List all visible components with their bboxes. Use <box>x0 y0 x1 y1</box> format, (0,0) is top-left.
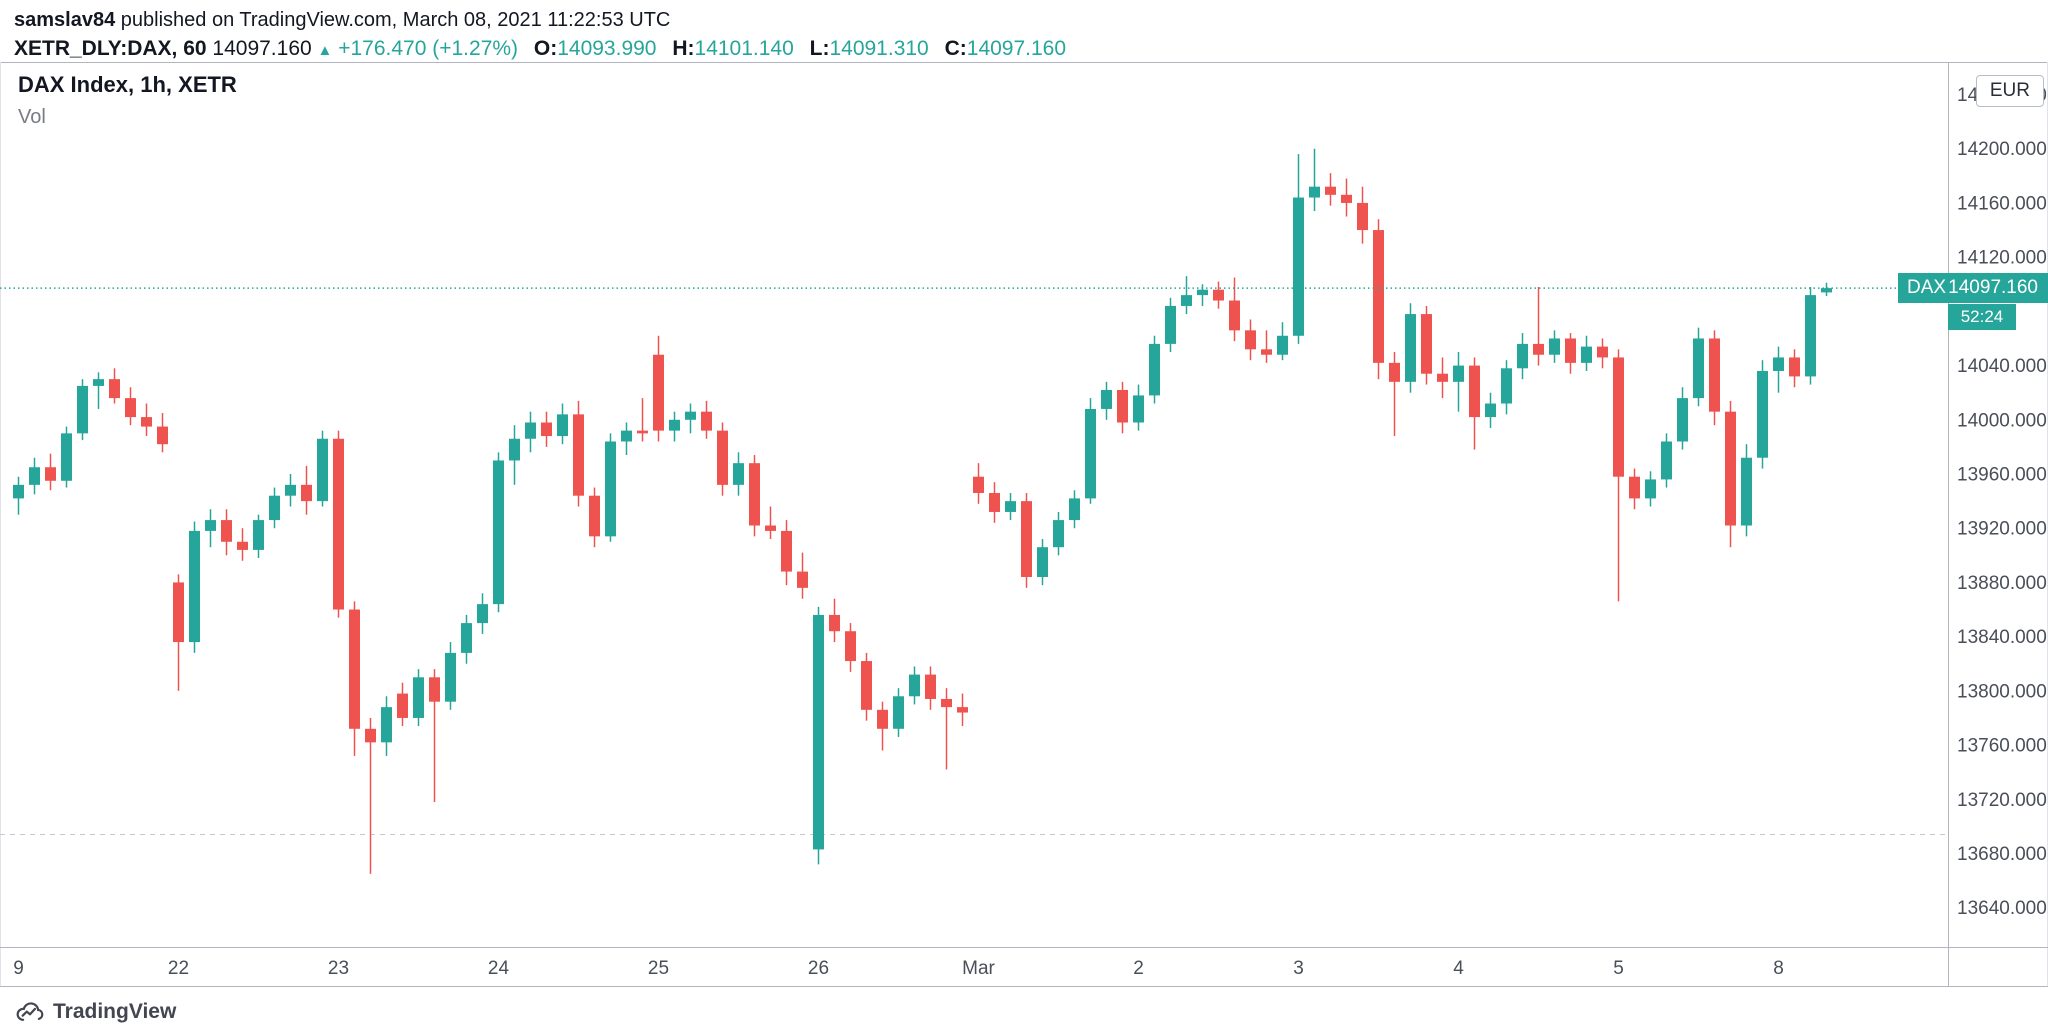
price-label-symbol-tag: DAX <box>1907 277 1947 299</box>
tradingview-logo-text: TradingView <box>53 1000 177 1023</box>
publish-header: samslav84 published on TradingView.com, … <box>0 0 2048 62</box>
tradingview-cloud-icon <box>16 1001 44 1021</box>
byline: samslav84 published on TradingView.com, … <box>14 9 2048 32</box>
svg-text:24: 24 <box>488 958 510 979</box>
svg-text:5: 5 <box>1613 958 1624 979</box>
chart-legend: DAX Index, 1h, XETR Vol <box>18 72 237 129</box>
svg-text:13800.000: 13800.000 <box>1957 681 2047 702</box>
svg-text:13680.000: 13680.000 <box>1957 844 2047 865</box>
ohlc-close: C:14097.160 <box>944 37 1067 60</box>
svg-text:13880.000: 13880.000 <box>1957 573 2047 594</box>
up-arrow-icon: ▲ <box>317 42 333 59</box>
svg-text:23: 23 <box>328 958 349 979</box>
svg-text:14200.000: 14200.000 <box>1957 139 2047 160</box>
svg-text:2: 2 <box>1133 958 1144 979</box>
svg-text:4: 4 <box>1453 958 1464 979</box>
svg-text:9: 9 <box>13 958 24 979</box>
svg-text:13840.000: 13840.000 <box>1957 627 2047 648</box>
author-username: samslav84 <box>14 9 116 31</box>
byline-text: published on TradingView.com, March 08, … <box>120 9 671 31</box>
svg-text:8: 8 <box>1773 958 1784 979</box>
candle-countdown: 52:24 <box>1948 304 2016 331</box>
svg-text:14160.000: 14160.000 <box>1957 193 2047 214</box>
svg-text:13760.000: 13760.000 <box>1957 736 2047 757</box>
ohlc-low: L:14091.310 <box>809 37 929 60</box>
svg-text:14000.000: 14000.000 <box>1957 410 2047 431</box>
svg-text:22: 22 <box>168 958 189 979</box>
svg-text:13960.000: 13960.000 <box>1957 465 2047 486</box>
svg-text:25: 25 <box>648 958 669 979</box>
svg-text:26: 26 <box>808 958 829 979</box>
price-label-value: 14097.160 <box>1948 277 2038 299</box>
svg-text:13640.000: 13640.000 <box>1957 898 2047 919</box>
price-change: +176.470 (+1.27%) <box>338 37 519 60</box>
chart-area: 14240.00014200.00014160.00014120.0001404… <box>0 62 2048 1032</box>
svg-text:14040.000: 14040.000 <box>1957 356 2047 377</box>
svg-text:13920.000: 13920.000 <box>1957 519 2047 540</box>
svg-text:13720.000: 13720.000 <box>1957 790 2047 811</box>
candlestick-chart[interactable]: 14240.00014200.00014160.00014120.0001404… <box>0 62 2048 1032</box>
price-label-row: DAX 14097.160 <box>1898 273 2048 304</box>
ohlc-open: O:14093.990 <box>533 37 657 60</box>
last-price: 14097.160 <box>212 37 312 60</box>
svg-text:3: 3 <box>1293 958 1304 979</box>
legend-volume-label[interactable]: Vol <box>18 106 46 128</box>
svg-text:Mar: Mar <box>962 958 995 979</box>
current-price-label: DAX 14097.160 52:24 <box>1898 273 2048 331</box>
tradingview-logo[interactable]: TradingView <box>14 998 176 1026</box>
legend-symbol-title[interactable]: DAX Index, 1h, XETR <box>18 72 237 97</box>
symbol-interval: XETR_DLY:DAX, 60 <box>14 37 207 60</box>
svg-text:14120.000: 14120.000 <box>1957 248 2047 269</box>
symbol-info-line: XETR_DLY:DAX, 60 14097.160 ▲ +176.470 (+… <box>14 37 2048 61</box>
currency-toggle-button[interactable]: EUR <box>1975 75 2044 107</box>
ohlc-high: H:14101.140 <box>672 37 794 60</box>
